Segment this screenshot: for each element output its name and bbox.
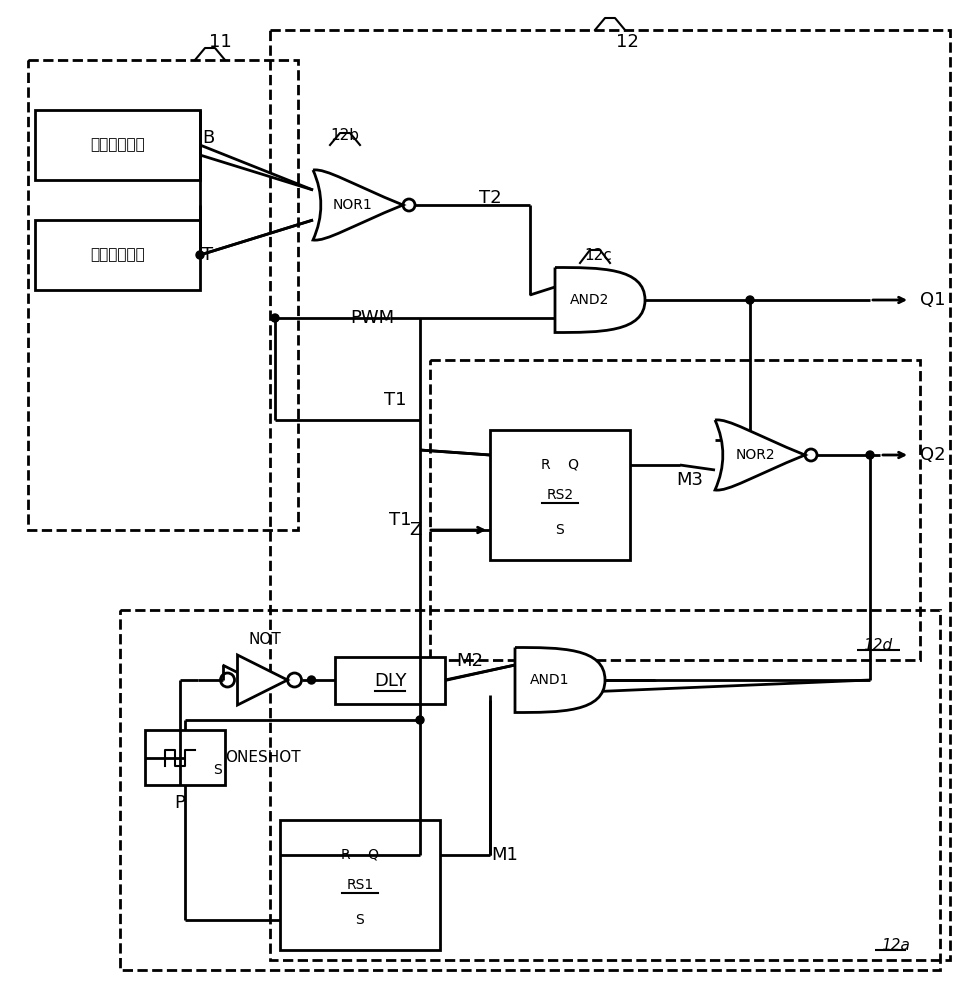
Text: T1: T1 [389, 511, 412, 529]
Bar [490, 430, 630, 560]
Bar [430, 360, 920, 660]
Text: NOR1: NOR1 [333, 198, 373, 212]
Text: 第二检测电路: 第二检测电路 [90, 137, 145, 152]
Bar [335, 657, 445, 704]
Text: 12c: 12c [584, 247, 612, 262]
Text: P: P [174, 794, 186, 812]
Text: 11: 11 [208, 33, 232, 51]
Text: 12b: 12b [331, 127, 359, 142]
Text: Z: Z [409, 521, 421, 539]
Text: S: S [556, 523, 564, 537]
Text: NOR2: NOR2 [736, 448, 775, 462]
Text: ONESHOT: ONESHOT [225, 750, 301, 765]
Text: AND1: AND1 [530, 673, 570, 687]
Bar [35, 220, 200, 290]
Bar [35, 110, 200, 180]
Circle shape [416, 716, 424, 724]
PathPatch shape [715, 420, 805, 490]
Text: PWM: PWM [350, 309, 394, 327]
Text: RS2: RS2 [547, 488, 573, 502]
Text: 12a: 12a [882, 938, 911, 952]
Text: M1: M1 [491, 846, 519, 864]
Text: R    Q: R Q [341, 848, 379, 862]
Text: T1: T1 [383, 391, 407, 409]
Circle shape [866, 451, 874, 459]
Text: R    Q: R Q [541, 458, 579, 472]
PathPatch shape [515, 648, 605, 712]
Bar [270, 30, 950, 960]
Text: M2: M2 [456, 652, 484, 670]
Text: NOT: NOT [249, 633, 281, 648]
Bar [145, 730, 225, 785]
Text: DLY: DLY [374, 672, 407, 690]
Text: Q2: Q2 [920, 446, 946, 464]
Circle shape [746, 296, 754, 304]
PathPatch shape [313, 170, 403, 240]
Text: AND2: AND2 [570, 293, 610, 307]
PathPatch shape [555, 267, 645, 332]
Text: M3: M3 [676, 471, 703, 489]
Text: 12d: 12d [863, 638, 892, 652]
Bar [120, 610, 940, 970]
Text: S: S [213, 763, 222, 777]
Bar [28, 60, 298, 530]
Polygon shape [237, 655, 287, 705]
Text: RS1: RS1 [346, 878, 374, 892]
Text: B: B [201, 129, 214, 147]
Text: Q1: Q1 [920, 291, 946, 309]
Circle shape [196, 251, 204, 259]
Text: S: S [355, 913, 364, 927]
Text: T2: T2 [479, 189, 501, 207]
Text: 第一检测电路: 第一检测电路 [90, 247, 145, 262]
Text: 12: 12 [616, 33, 638, 51]
Text: T: T [202, 246, 213, 264]
Circle shape [307, 676, 315, 684]
Circle shape [271, 314, 279, 322]
Bar [280, 820, 440, 950]
